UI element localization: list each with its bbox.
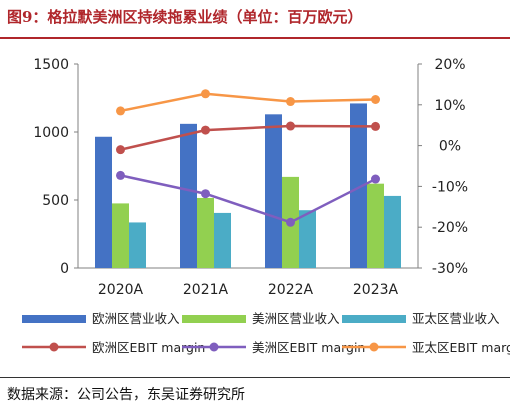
legend-label-亚太区营业收入: 亚太区营业收入 (412, 311, 500, 326)
point-欧洲区EBIT margin-2020A (116, 145, 125, 155)
bar-亚太区营业收入-2022A (299, 210, 316, 268)
line-亚太区EBIT margin (120, 92, 376, 113)
y-right-tick-label: 20% (434, 57, 465, 73)
y-left-tick-label: 1000 (33, 125, 69, 141)
legend-label-亚太区EBIT margin: 亚太区EBIT margin (412, 340, 510, 355)
legend-marker-欧洲区EBIT margin (49, 342, 59, 352)
y-right-tick-label: -10% (432, 179, 468, 195)
bar-欧洲区营业收入-2022A (265, 114, 282, 268)
legend-label-美洲区EBIT margin: 美洲区EBIT margin (252, 340, 365, 355)
x-tick-label: 2022A (268, 282, 314, 298)
point-欧洲区EBIT margin-2022A (286, 121, 295, 131)
line-美洲区EBIT margin (120, 174, 377, 224)
y-right-tick-label: 10% (434, 98, 465, 114)
x-tick-label: 2021A (183, 282, 229, 298)
y-left-tick-label: 500 (42, 193, 69, 209)
bar-美洲区营业收入-2023A (367, 183, 384, 268)
point-美洲区EBIT margin-2021A (201, 189, 210, 199)
legend-swatch-亚太区营业收入 (342, 315, 406, 323)
bar-欧洲区营业收入-2021A (180, 123, 197, 268)
point-美洲区EBIT margin-2022A (286, 217, 295, 227)
x-tick-label: 2023A (353, 282, 399, 298)
point-欧洲区EBIT margin-2023A (371, 121, 380, 131)
legend-swatch-欧洲区营业收入 (22, 315, 86, 323)
y-left-tick-label: 0 (60, 261, 69, 277)
chart: 0 500 1000 1500 -30% -20% -10% 0% 10% 20% 2020A 202… (22, 57, 510, 355)
point-欧洲区EBIT margin-2021A (201, 125, 210, 135)
chart-title: 图9：格拉默美洲区持续拖累业绩（单位：百万欧元） (7, 8, 363, 26)
x-tick-label: 2020A (98, 282, 144, 298)
point-美洲区EBIT margin-2023A (371, 174, 380, 184)
y-right-tick-label: -20% (432, 220, 468, 236)
bar-欧洲区营业收入-2020A (95, 136, 112, 268)
bar-亚太区营业收入-2023A (384, 195, 401, 268)
bar-亚太区营业收入-2020A (129, 222, 146, 268)
point-亚太区EBIT margin-2021A (201, 89, 210, 99)
source-divider (0, 377, 510, 378)
line-欧洲区EBIT margin (120, 124, 376, 151)
point-美洲区EBIT margin-2020A (116, 170, 125, 180)
legend-label-欧洲区营业收入: 欧洲区营业收入 (92, 311, 180, 326)
legend-label-欧洲区EBIT margin: 欧洲区EBIT margin (92, 340, 205, 355)
legend-marker-美洲区EBIT margin (209, 342, 219, 352)
legend-label-美洲区营业收入: 美洲区营业收入 (252, 311, 340, 326)
point-亚太区EBIT margin-2020A (116, 106, 125, 116)
y-left-tick-label: 1500 (33, 57, 69, 73)
point-亚太区EBIT margin-2023A (371, 94, 380, 104)
y-right-tick-label: -30% (432, 261, 468, 277)
title-underline (0, 37, 510, 39)
y-right-tick-label: 0% (439, 139, 461, 155)
legend-marker-亚太区EBIT margin (369, 342, 379, 352)
point-亚太区EBIT margin-2022A (286, 97, 295, 107)
bar-美洲区营业收入-2020A (112, 203, 129, 268)
legend-swatch-美洲区营业收入 (182, 315, 246, 323)
bar-美洲区营业收入-2021A (197, 197, 214, 268)
bar-亚太区营业收入-2021A (214, 212, 231, 268)
bar-欧洲区营业收入-2023A (350, 103, 367, 268)
source-note: 数据来源：公司公告，东吴证券研究所 (7, 387, 245, 403)
